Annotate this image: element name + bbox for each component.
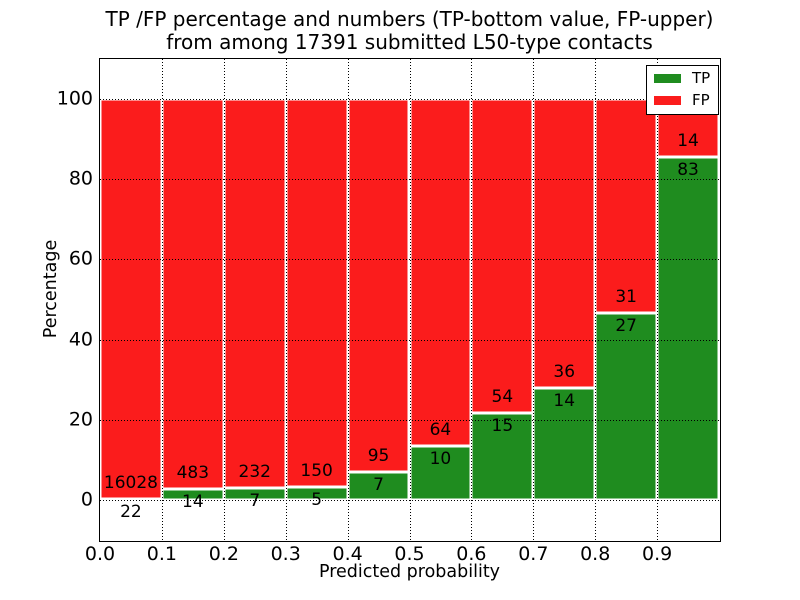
bar-segment-tp (161, 488, 224, 500)
legend: TP FP (646, 65, 720, 115)
fp-count-label: 31 (615, 287, 637, 308)
fp-count-label: 483 (176, 462, 210, 483)
x-tick-label: 0.0 (84, 543, 116, 565)
bar-segment-fp (161, 99, 224, 489)
tp-legend-label: TP (692, 69, 711, 87)
x-tick-label: 0.2 (208, 543, 239, 565)
x-gridline (409, 59, 411, 540)
fp-count-label: 95 (367, 446, 390, 467)
fp-count-label: 64 (429, 419, 452, 440)
bar-segment-fp (409, 99, 472, 446)
x-gridline (285, 59, 287, 540)
x-gridline (223, 59, 225, 540)
bar-segment-tp (285, 486, 348, 500)
x-axis-label: Predicted probability (318, 562, 501, 582)
y-tick-label: 20 (68, 408, 93, 431)
y-tick-label: 40 (68, 328, 93, 351)
x-tick-label: 0.9 (641, 543, 673, 565)
tp-count-label: 83 (677, 159, 699, 180)
chart-title-line-1: TP /FP percentage and numbers (TP-bottom… (105, 7, 714, 31)
legend-item-fp: FP (654, 93, 710, 108)
y-tick-label: 0 (80, 488, 93, 511)
y-tick-label: 60 (68, 247, 93, 270)
fp-legend-label: FP (692, 91, 710, 109)
x-tick-label: 0.3 (270, 543, 301, 565)
fp-count-label: 14 (677, 130, 699, 151)
x-gridline (161, 59, 163, 540)
tp-count-label: 14 (182, 491, 204, 512)
bar-segment-tp (657, 156, 719, 500)
x-tick-label: 0.1 (146, 543, 177, 565)
x-gridline (471, 59, 473, 540)
bar-segment-tp (347, 472, 410, 500)
x-gridline (595, 59, 597, 540)
tp-count-label: 7 (249, 491, 261, 512)
fp-count-label: 16028 (103, 473, 158, 494)
chart-title: TP /FP percentage and numbers (TP-bottom… (100, 8, 719, 54)
x-tick-label: 0.5 (394, 543, 425, 565)
y-tick-label: 100 (56, 87, 93, 110)
bar-segment-tp (409, 445, 472, 500)
bar-segment-tp (595, 313, 658, 500)
chart-title-line-2: from among 17391 submitted L50-type cont… (166, 30, 653, 54)
tp-count-label: 7 (373, 475, 384, 496)
bar-segment-fp (595, 99, 658, 314)
tp-count-label: 14 (553, 390, 576, 411)
tp-count-label: 5 (311, 489, 323, 510)
bar-segment-tp (100, 499, 162, 500)
fp-count-label: 54 (491, 386, 514, 407)
x-tick-label: 0.6 (456, 543, 487, 565)
fp-count-label: 232 (238, 462, 271, 483)
bar-segment-fp (223, 99, 286, 489)
x-gridline (347, 59, 349, 540)
bar-segment-fp (285, 99, 348, 487)
tp-count-label: 10 (429, 448, 452, 469)
x-gridline (657, 59, 659, 540)
x-gridline (533, 59, 535, 540)
legend-item-tp: TP (654, 71, 710, 86)
bar-segment-fp (471, 99, 534, 413)
bar-segment-fp (533, 99, 596, 388)
fp-legend-swatch (654, 96, 681, 105)
bar-segment-tp (223, 488, 286, 500)
x-tick-label: 0.8 (580, 543, 611, 565)
tp-count-label: 15 (491, 415, 514, 436)
tp-count-label: 22 (120, 502, 142, 523)
bar-segment-tp (533, 387, 596, 500)
fp-count-label: 36 (553, 361, 576, 382)
plot-area: TP FP 16028 22 483 14 232 7 150 5 95 7 64 10 54 15 36 1… (98, 57, 721, 542)
x-tick-label: 0.7 (518, 543, 549, 565)
tp-count-label: 27 (615, 316, 637, 337)
bar-segment-tp (471, 412, 534, 500)
bar-segment-fp (100, 99, 162, 500)
y-tick-label: 80 (68, 167, 93, 190)
tp-legend-swatch (654, 74, 681, 83)
fp-count-label: 150 (300, 460, 333, 481)
bar-segment-fp (347, 99, 410, 473)
x-tick-label: 0.4 (332, 543, 363, 565)
